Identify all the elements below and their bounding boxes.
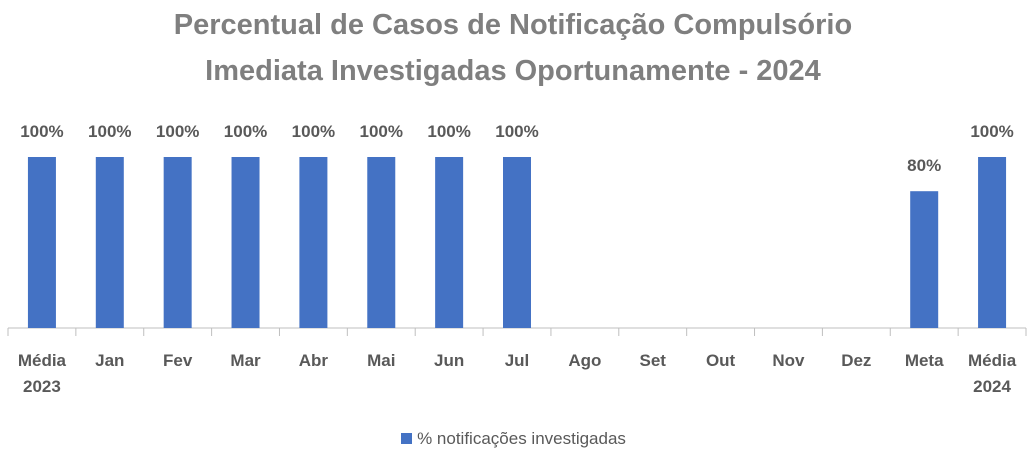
data-label: 100% [20,122,63,141]
legend-label: % notificações investigadas [417,429,626,448]
data-label: 100% [292,122,335,141]
x-tick-label: Fev [163,351,193,370]
data-label: 100% [360,122,403,141]
bar [367,157,396,328]
data-label: 100% [224,122,267,141]
x-tick-label: Set [639,351,666,370]
bar [27,157,56,328]
chart-title: Percentual de Casos de Notificação Compu… [173,9,853,87]
x-tick-label: Jul [504,351,530,370]
data-label: 100% [495,122,538,141]
x-tick-label: Out [705,351,736,370]
x-tick-label: Dez [841,351,872,370]
data-label: 100% [156,122,199,141]
data-label: 100% [427,122,470,141]
x-tick-label: Nov [772,351,805,370]
bar [503,157,531,328]
x-tick-label: Jan [95,351,125,370]
legend-swatch [401,433,413,444]
bar [978,157,1007,328]
x-tick-label: Abr [298,351,329,370]
data-label: 100% [970,122,1013,141]
legend: % notificações investigadas [0,429,1027,449]
x-tick-label: Ago [568,351,602,370]
bar [299,157,328,328]
bar [95,157,124,328]
x-tick-label: Jun [434,351,465,370]
x-tick-label: Mai [367,351,396,370]
x-tick-label: Meta [904,351,944,370]
bar [231,157,260,328]
bar [910,191,939,328]
data-label: 100% [88,122,131,141]
bar [435,157,464,328]
x-tick-label: Média 2023 [17,351,67,396]
data-label: 80% [907,156,941,175]
x-tick-label: Mar [230,351,261,370]
bar [163,157,192,328]
x-tick-label: Média 2024 [967,351,1017,396]
